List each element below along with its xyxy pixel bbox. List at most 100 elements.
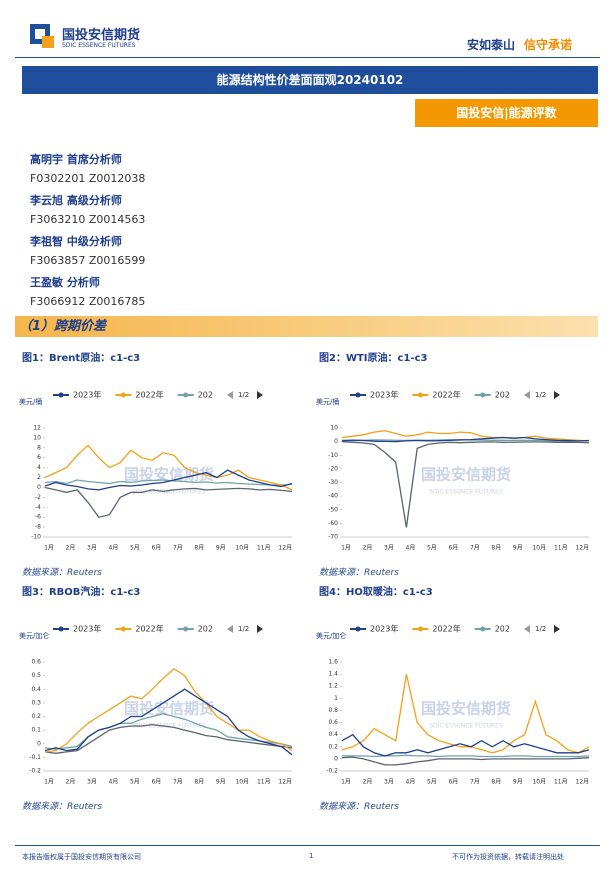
- x-tick-label: 2月: [363, 545, 373, 552]
- series-line: [341, 430, 590, 442]
- watermark: 国投安信期货: [421, 700, 511, 718]
- logo-text: 国投安信期货: [62, 28, 141, 43]
- x-tick-label: 6月: [448, 545, 458, 552]
- unit-label: 美元/加仑: [316, 631, 346, 640]
- series-line: [44, 469, 293, 491]
- x-tick-label: 2月: [66, 545, 76, 552]
- chart-source: 数据来源：Reuters: [22, 568, 102, 578]
- legend-swatch: [120, 392, 126, 398]
- y-tick-label: -30: [328, 479, 338, 486]
- analyst-id: F3063210 Z0014563: [30, 213, 146, 226]
- legend-label: 2023年: [73, 624, 101, 634]
- y-tick-label: 1.4: [328, 671, 338, 678]
- rule: [15, 845, 600, 846]
- y-tick-label: 0: [37, 484, 41, 491]
- y-tick-label: 0: [334, 755, 338, 762]
- x-tick-label: 12月: [278, 779, 292, 786]
- x-tick-label: 4月: [109, 545, 119, 552]
- series-line: [342, 754, 590, 758]
- legend-swatch: [58, 392, 64, 398]
- y-tick-label: 0.1: [31, 727, 41, 734]
- legend-swatch: [480, 392, 486, 398]
- legend-prev[interactable]: [227, 625, 233, 633]
- legend-next[interactable]: [257, 625, 263, 633]
- x-tick-label: 5月: [427, 545, 437, 552]
- x-tick-label: 9月: [216, 779, 226, 786]
- y-tick-label: 0.6: [328, 719, 338, 726]
- y-tick-label: -0.1: [29, 754, 41, 761]
- logo-en: SDIC ESSENCE FUTURES: [62, 42, 136, 49]
- y-tick-label: -10: [31, 534, 41, 541]
- y-tick-label: -6: [35, 514, 41, 521]
- legend-swatch: [355, 392, 361, 398]
- legend-next[interactable]: [554, 625, 560, 633]
- y-tick-label: -4: [35, 504, 41, 511]
- x-tick-label: 3月: [384, 545, 394, 552]
- legend-prev[interactable]: [524, 625, 530, 633]
- x-tick-label: 9月: [513, 779, 523, 786]
- analyst-id: F3063857 Z0016599: [30, 254, 146, 267]
- series-line: [44, 444, 293, 491]
- y-tick-label: 8: [37, 444, 41, 451]
- x-tick-label: 1月: [44, 779, 54, 786]
- chart-title: 图2：WTI原油：c1-c3: [319, 353, 428, 364]
- analyst-id: F3066912 Z0016785: [30, 295, 146, 308]
- legend-label: 2023年: [73, 390, 101, 400]
- y-tick-label: -8: [35, 524, 41, 531]
- analyst-name: 高明宇 首席分析师: [30, 153, 122, 166]
- x-tick-label: 1月: [341, 779, 351, 786]
- legend-swatch: [417, 626, 423, 632]
- legend-swatch: [120, 626, 126, 632]
- x-tick-label: 8月: [194, 545, 204, 552]
- chart-title: 图4：HO取暖油：c1-c3: [319, 587, 433, 598]
- unit-label: 美元/桶: [19, 397, 42, 406]
- x-tick-label: 4月: [406, 779, 416, 786]
- rule: [15, 57, 600, 58]
- unit-label: 美元/桶: [316, 397, 339, 406]
- legend-label: 2023年: [370, 624, 398, 634]
- legend-prev[interactable]: [524, 391, 530, 399]
- x-tick-label: 12月: [575, 779, 589, 786]
- legend-next[interactable]: [257, 391, 263, 399]
- y-tick-label: -20: [328, 465, 338, 472]
- watermark: 国投安信期货: [421, 466, 511, 484]
- slogan: 安如泰山: [467, 38, 516, 52]
- legend-page: 1/2: [535, 391, 546, 399]
- y-tick-label: 1.6: [328, 659, 338, 666]
- y-tick-label: -2: [35, 494, 41, 501]
- x-tick-label: 6月: [448, 779, 458, 786]
- chart-source: 数据来源：Reuters: [22, 802, 102, 812]
- legend-label: 2022年: [135, 390, 163, 400]
- legend-page: 1/2: [238, 391, 249, 399]
- x-tick-label: 9月: [513, 545, 523, 552]
- x-tick-label: 2月: [363, 779, 373, 786]
- y-tick-label: 1.2: [328, 683, 338, 690]
- legend-next[interactable]: [554, 391, 560, 399]
- y-tick-label: 12: [33, 425, 41, 432]
- x-tick-label: 7月: [470, 779, 480, 786]
- series-line: [44, 479, 293, 486]
- y-tick-label: -50: [328, 506, 338, 513]
- watermark: SDIC ESSENCE FUTURES: [132, 489, 206, 496]
- x-tick-label: 1月: [341, 545, 351, 552]
- y-tick-label: 0.3: [31, 699, 41, 706]
- x-tick-label: 11月: [554, 779, 568, 786]
- x-tick-label: 11月: [257, 779, 271, 786]
- x-tick-label: 3月: [87, 779, 97, 786]
- legend-prev[interactable]: [227, 391, 233, 399]
- legend-swatch: [58, 626, 64, 632]
- x-tick-label: 3月: [384, 779, 394, 786]
- analyst-name: 王盈敏 分析师: [30, 276, 100, 289]
- x-tick-label: 11月: [257, 545, 271, 552]
- footer-left: 本报告版权属于国投安信期货有限公司: [22, 853, 141, 861]
- x-tick-label: 4月: [109, 779, 119, 786]
- legend-label: 202: [495, 625, 510, 634]
- x-tick-label: 8月: [491, 779, 501, 786]
- legend-page: 1/2: [238, 625, 249, 633]
- y-tick-label: -70: [328, 534, 338, 541]
- x-tick-label: 12月: [575, 545, 589, 552]
- chart: 国投安信期货 SDIC ESSENCE FUTURES 美元/加仑 -0.2 0 0.2 0…: [316, 624, 590, 786]
- legend-label: 2022年: [135, 624, 163, 634]
